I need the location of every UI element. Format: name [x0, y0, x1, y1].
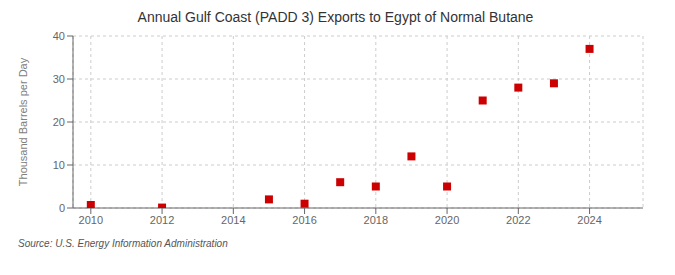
svg-text:2018: 2018 [364, 214, 388, 226]
svg-text:20: 20 [53, 116, 65, 128]
svg-text:2012: 2012 [150, 214, 174, 226]
svg-text:2020: 2020 [435, 214, 459, 226]
svg-text:10: 10 [53, 159, 65, 171]
svg-text:40: 40 [53, 30, 65, 42]
svg-text:2024: 2024 [577, 214, 601, 226]
html-text:Annual Gulf Coast (PADD 3) Exp: Annual Gulf Coast (PADD 3) Exports to Eg… [137, 9, 534, 25]
svg-text:Thousand Barrels per Day: Thousand Barrels per Day [17, 57, 29, 186]
svg-text:2022: 2022 [506, 214, 530, 226]
svg-text:0: 0 [59, 202, 65, 214]
svg-text:2010: 2010 [79, 214, 103, 226]
svg-text:30: 30 [53, 73, 65, 85]
svg-text:2016: 2016 [292, 214, 316, 226]
html-text:Source: U.S. Energy Informatio: Source: U.S. Energy Information Administ… [18, 238, 228, 249]
svg-text:2014: 2014 [221, 214, 245, 226]
